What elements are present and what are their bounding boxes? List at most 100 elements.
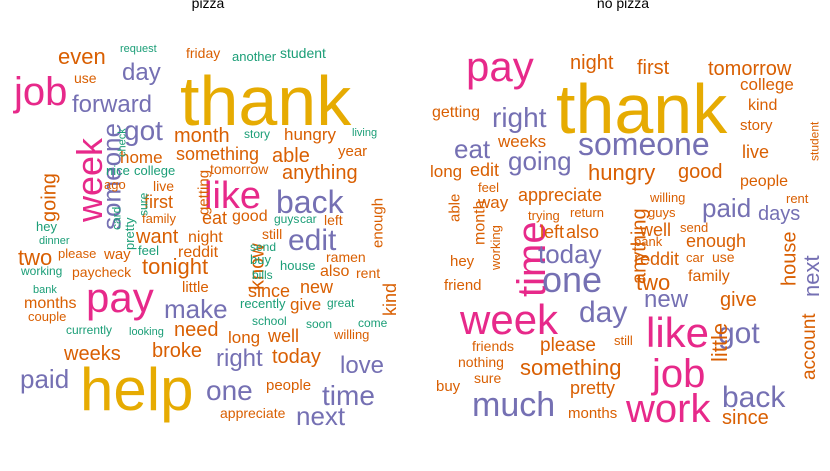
word-make: make — [164, 294, 228, 324]
word-work: work — [625, 387, 711, 431]
word-month: month — [174, 125, 230, 147]
word-feel: feel — [478, 180, 499, 195]
word-next: next — [799, 255, 824, 297]
word-buy: buy — [436, 378, 461, 395]
word-house: house — [779, 232, 801, 287]
word-back: back — [276, 184, 345, 220]
word-use: use — [74, 70, 97, 86]
word-paid: paid — [702, 193, 751, 223]
word-school: school — [252, 314, 287, 328]
word-pretty: pretty — [570, 378, 615, 398]
word-first: first — [144, 192, 173, 212]
word-guys: guys — [274, 212, 299, 226]
word-hungry: hungry — [588, 160, 655, 185]
word-use: use — [712, 249, 735, 265]
word-give: give — [720, 289, 757, 311]
word-bills: bills — [252, 268, 273, 282]
word-enough: enough — [686, 231, 746, 251]
word-feel: feel — [138, 243, 159, 258]
word-job: job — [651, 352, 705, 396]
word-one: one — [206, 375, 253, 406]
word-paid: paid — [20, 364, 69, 394]
word-couple: couple — [28, 309, 66, 324]
word-two: two — [18, 245, 52, 270]
word-want: want — [135, 226, 179, 248]
word-bank: bank — [634, 234, 663, 249]
word-able: able — [447, 194, 464, 222]
word-eat: eat — [202, 208, 227, 228]
word-tomorrow: tomorrow — [210, 161, 269, 177]
word-going: going — [39, 173, 61, 222]
word-got: got — [124, 115, 163, 146]
word-like: like — [204, 175, 261, 217]
word-currently: currently — [66, 323, 112, 337]
word-night: night — [570, 52, 614, 74]
word-also: also — [566, 222, 599, 242]
word-forward: forward — [72, 91, 152, 118]
word-great: great — [327, 296, 355, 310]
word-good: good — [678, 161, 723, 183]
word-today: today — [538, 239, 602, 269]
word-love: love — [340, 352, 384, 379]
word-people: people — [740, 173, 788, 190]
word-also: also — [320, 263, 349, 280]
word-reddit: reddit — [634, 249, 679, 269]
word-still: still — [614, 333, 633, 348]
word-living: living — [352, 127, 377, 139]
word-enough: enough — [370, 198, 387, 248]
word-someone: someone — [96, 123, 126, 230]
word-appreciate: appreciate — [518, 185, 602, 205]
word-car: car — [686, 250, 705, 265]
word-story: story — [244, 127, 270, 141]
word-edit: edit — [470, 160, 499, 180]
word-something: something — [176, 144, 259, 164]
word-willing: willing — [333, 327, 369, 342]
word-nothing: nothing — [458, 354, 504, 370]
word-well: well — [639, 220, 671, 240]
word-family: family — [142, 211, 176, 226]
word-job: job — [13, 70, 67, 114]
word-reddit: reddit — [178, 244, 219, 261]
word-send: send — [250, 240, 276, 254]
word-ramen: ramen — [326, 249, 366, 265]
word-nice: nice — [106, 163, 130, 178]
word-back: back — [722, 381, 786, 414]
word-broke: broke — [152, 340, 202, 362]
word-little: little — [182, 279, 209, 296]
word-dinner: dinner — [39, 235, 70, 247]
word-people: people — [266, 377, 311, 394]
word-going: going — [508, 146, 572, 176]
word-getting: getting — [196, 170, 213, 215]
word-long: long — [430, 162, 462, 181]
word-guys: guys — [648, 205, 676, 220]
word-day: day — [579, 296, 627, 329]
word-edit: edit — [288, 224, 337, 257]
word-working: working — [20, 264, 62, 278]
word-anything: anything — [629, 208, 651, 284]
word-college: college — [134, 163, 175, 178]
word-much: much — [472, 386, 555, 424]
word-give: give — [290, 295, 321, 314]
word-working: working — [488, 225, 503, 271]
word-week: week — [459, 296, 559, 343]
word-well: well — [267, 326, 299, 346]
word-kind: kind — [380, 283, 400, 316]
word-pretty: pretty — [122, 217, 137, 250]
word-card: card — [109, 207, 123, 230]
word-weeks: weeks — [63, 343, 121, 365]
word-please: please — [540, 335, 596, 356]
word-come: come — [358, 316, 388, 330]
word-please: please — [58, 246, 96, 261]
word-tomorrow: tomorrow — [708, 58, 792, 80]
word-months: months — [568, 405, 617, 422]
word-know: know — [247, 243, 269, 290]
word-tonight: tonight — [142, 254, 208, 279]
word-friends: friends — [472, 338, 514, 354]
word-rent: rent — [786, 191, 809, 206]
word-rent: rent — [356, 265, 380, 281]
word-student: student — [807, 121, 821, 161]
word-soon: soon — [306, 317, 332, 331]
word-little: little — [707, 323, 732, 362]
